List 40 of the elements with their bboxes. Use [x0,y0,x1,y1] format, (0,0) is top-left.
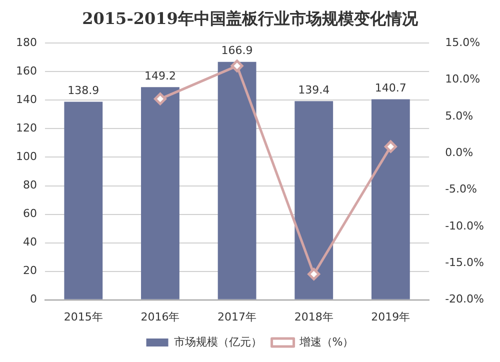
x-tick-label: 2019年 [371,310,410,324]
y-tick-label: 100 [16,150,37,164]
y2-tick-label: -20.0% [445,292,484,306]
data-label: 139.4 [298,83,330,96]
y-tick-label: 20 [22,264,37,278]
y-tick-label: 140 [16,93,37,106]
bar [371,99,410,300]
y2-tick-label: 5.0% [445,109,474,122]
y-tick-label: 120 [16,122,37,135]
y-tick-label: 40 [22,236,37,249]
point [384,140,397,153]
y2-tick-label: -10.0% [445,219,484,232]
y-tick-label: 160 [16,64,37,78]
x-tick-label: 2017年 [218,310,257,324]
point [230,60,244,72]
y2-tick-label: 0.0% [445,146,474,160]
chart-title: 2015-2019年中国盖板行业市场规模变化情况 [82,8,419,28]
point [154,92,166,106]
x-tick-label: 2016年 [140,310,180,324]
data-label: 149.2 [144,69,176,82]
bar [218,62,256,300]
y-tick-label: 60 [22,207,37,220]
y2-tick-label: -5.0% [445,182,478,196]
y2-tick-label: 15.0% [445,36,480,50]
y-tick-label: 80 [22,178,37,192]
bar [64,102,103,300]
y-tick-label: 0 [30,292,37,306]
data-label: 166.9 [221,44,253,58]
x-tick-label: 2018年 [294,310,334,324]
bar [141,87,180,300]
x-tick-label: 2015年 [64,310,103,324]
bar [294,101,334,300]
data-label: 138.9 [68,84,100,98]
y2-tick-label: 10.0% [445,72,480,86]
y2-tick-label: -15.0% [445,256,484,269]
legend-label: 市场规模（亿元） [174,335,262,348]
data-label: 140.7 [374,82,406,95]
point [308,268,320,280]
y-tick-label: 180 [16,36,37,50]
legend-label: 增速（%） [298,335,354,348]
